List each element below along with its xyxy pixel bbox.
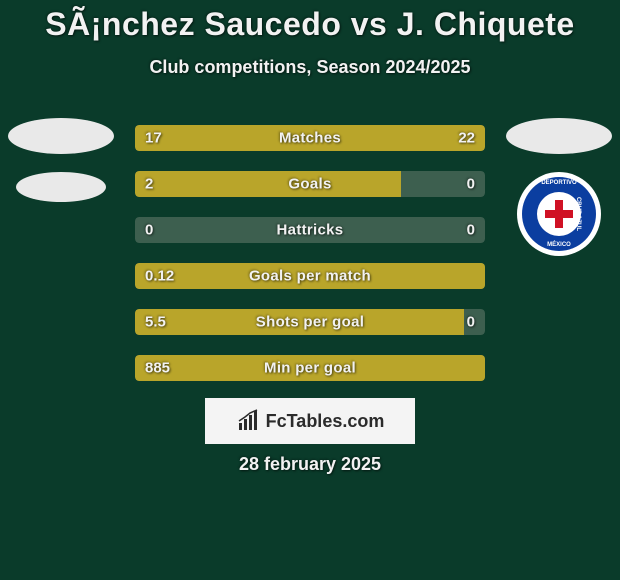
player-left-club-placeholder <box>16 172 106 202</box>
brand-chart-icon <box>236 409 260 433</box>
club-ring-text-top: DEPORTIVO <box>541 180 576 186</box>
stat-row: Hattricks0 0 <box>135 217 485 243</box>
stat-value-left: 0 <box>145 222 153 239</box>
page-title: SÃ¡nchez Saucedo vs J. Chiquete <box>0 0 620 43</box>
stat-value-right: 0 <box>467 176 475 193</box>
club-badge-cruz-azul: DEPORTIVO MÉXICO CRUZ AZUL <box>517 172 601 256</box>
club-badge-inner <box>537 192 581 236</box>
stat-value-right: 22 <box>458 130 475 147</box>
club-cross-horizontal <box>545 210 573 218</box>
stat-label: Goals <box>135 176 485 193</box>
stat-value-left: 885 <box>145 360 170 377</box>
stat-row: Shots per goal5.5 0 <box>135 309 485 335</box>
stat-label: Hattricks <box>135 222 485 239</box>
stat-label: Shots per goal <box>135 314 485 331</box>
stat-row: Goals per match0.12 <box>135 263 485 289</box>
date-label: 28 february 2025 <box>0 454 620 475</box>
stat-value-left: 17 <box>145 130 162 147</box>
stat-value-left: 2 <box>145 176 153 193</box>
stat-label: Matches <box>135 130 485 147</box>
brand-badge: FcTables.com <box>205 398 415 444</box>
stat-value-right: 0 <box>467 314 475 331</box>
stat-value-left: 5.5 <box>145 314 166 331</box>
stat-label: Goals per match <box>135 268 485 285</box>
stat-label: Min per goal <box>135 360 485 377</box>
club-ring-text-bottom: MÉXICO <box>547 242 571 248</box>
stat-row: Matches17 22 <box>135 125 485 151</box>
brand-text: FcTables.com <box>266 411 385 432</box>
player-left-avatar-placeholder <box>8 118 114 154</box>
stat-row: Goals2 0 <box>135 171 485 197</box>
player-left-column <box>6 118 116 220</box>
subtitle: Club competitions, Season 2024/2025 <box>0 57 620 78</box>
player-right-avatar-placeholder <box>506 118 612 154</box>
stat-value-right: 0 <box>467 222 475 239</box>
stat-value-left: 0.12 <box>145 268 174 285</box>
player-right-column: DEPORTIVO MÉXICO CRUZ AZUL <box>504 118 614 256</box>
stats-bars: Matches1722Goals20Hattricks00Goals per m… <box>135 125 485 401</box>
comparison-card: SÃ¡nchez Saucedo vs J. Chiquete Club com… <box>0 0 620 580</box>
stat-row: Min per goal885 <box>135 355 485 381</box>
